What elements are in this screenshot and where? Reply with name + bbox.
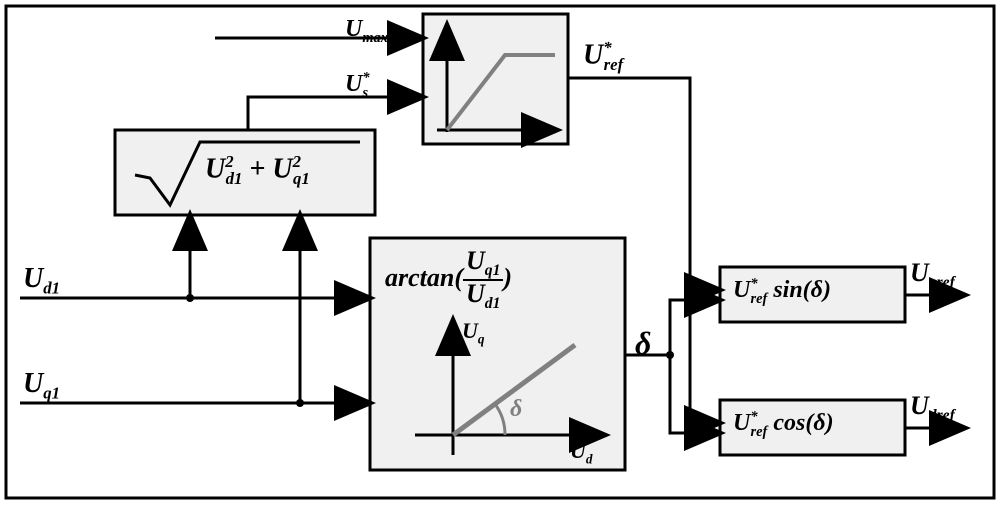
label-umax: Umax [345, 16, 388, 47]
arctan-expr: arctan( Uq1 Ud1 ) [385, 248, 512, 312]
sin-expr: U*ref sin(δ) [733, 276, 831, 308]
label-uref-star: U*ref [583, 38, 623, 75]
sqrt-expr: U2d1 + U2q1 [205, 152, 310, 189]
cos-expr: U*ref cos(δ) [733, 409, 834, 441]
label-delta-out: δ [635, 325, 651, 362]
label-uq-axis: Uq [462, 318, 484, 347]
label-delta-small: δ [510, 396, 522, 423]
label-uqref: Uqref [910, 258, 955, 292]
label-uq1: Uq1 [23, 368, 60, 404]
label-ud-axis: Ud [570, 438, 592, 467]
limit-block [423, 14, 568, 144]
label-ud1: Ud1 [23, 263, 60, 299]
diagram-canvas: Ud1 Uq1 Umax U*s U*ref δ Uq Ud δ U2d1 + … [0, 0, 1000, 505]
label-us-star: U*s [345, 70, 368, 102]
label-udref: Udref [910, 391, 955, 425]
